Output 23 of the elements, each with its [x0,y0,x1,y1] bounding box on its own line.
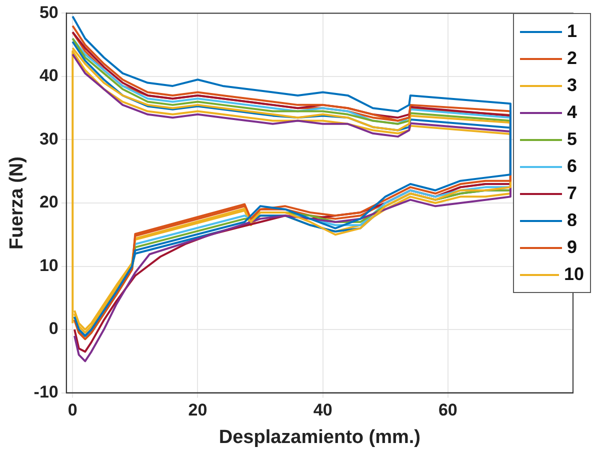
legend-label: 3 [567,75,578,96]
y-axis-title: Fuerza (N) [6,156,28,250]
y-tick-label: -10 [34,382,58,402]
y-tick-label: 0 [48,319,58,338]
legend-label: 6 [567,156,578,178]
y-tick-label: 10 [39,256,58,275]
x-tick-label: 0 [68,400,78,420]
x-axis-title: Desplazamiento (mm.) [218,426,421,448]
y-tick-label: 30 [39,129,58,148]
legend-label: 2 [567,48,578,70]
legend-label: 4 [567,102,578,124]
legend-label: 10 [564,264,584,286]
x-tick-label: 20 [188,400,208,420]
x-tick-label: 40 [313,400,332,420]
legend-label: 9 [567,237,578,258]
legend-label: 1 [567,21,578,42]
legend-label: 7 [567,183,578,204]
legend-label: 5 [567,129,578,150]
x-tick-label: 60 [438,400,458,420]
y-tick-label: 50 [39,2,58,22]
y-tick-label: 20 [39,192,58,212]
y-tick-label: 40 [39,66,58,86]
legend-label: 8 [567,210,578,232]
